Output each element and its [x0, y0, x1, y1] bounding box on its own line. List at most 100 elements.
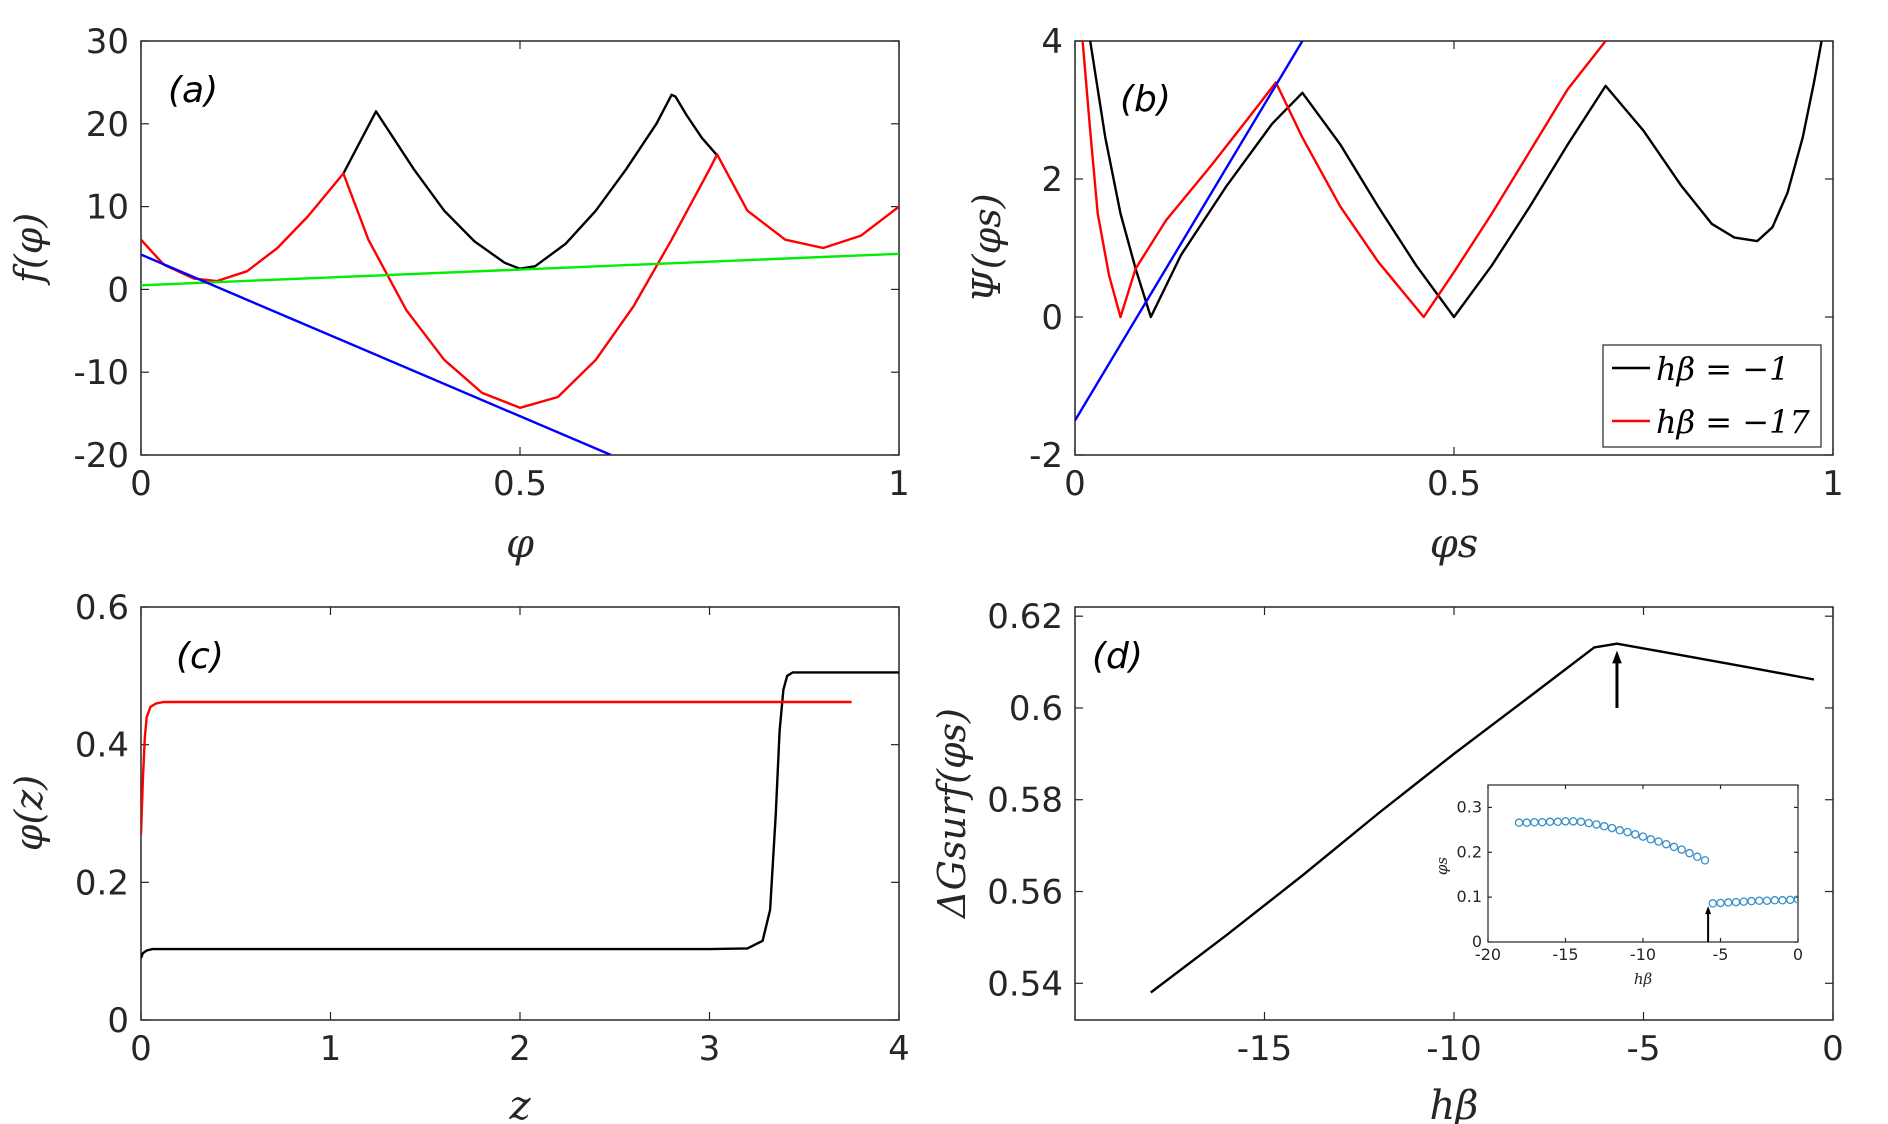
scatter-point: [1662, 839, 1671, 849]
y-tick-label: 0.62: [987, 597, 1063, 637]
annotation-arrow-head: [1705, 906, 1712, 915]
scatter-point: [1685, 848, 1694, 858]
y-tick-label: -10: [73, 353, 129, 393]
inset-xlabel: hβ: [1634, 970, 1653, 988]
y-tick-label: -20: [73, 436, 129, 476]
y-tick-label: 0.6: [75, 588, 129, 628]
scatter-point: [1693, 852, 1702, 862]
y-tick-label: 0: [1041, 298, 1063, 338]
panel-c-axes: [140, 606, 900, 1021]
series-line-black: [342, 93, 719, 270]
y-tick-label: 30: [86, 22, 129, 62]
y-tick-label: 0.54: [987, 964, 1063, 1004]
inset-ylabel: φs: [1433, 857, 1451, 876]
x-tick-label: 1: [888, 464, 910, 504]
x-tick-label: 0.5: [1427, 464, 1481, 504]
panel-a-label: (a): [168, 70, 218, 111]
x-tick-label: 1: [320, 1029, 342, 1069]
panel-d-label: (d): [1092, 636, 1143, 677]
x-tick-label: 1: [1822, 464, 1844, 504]
y-tick-label: 0.1: [1457, 887, 1482, 906]
scatter-point: [1677, 845, 1687, 854]
series-line-h17: [1081, 41, 1607, 319]
scatter-point: [1623, 827, 1632, 837]
panel-d-inset: -20 -15 -10 -5 0 0 0.1 0.2 0.3 hβ φs: [1433, 784, 1803, 988]
panel-a-xlabel: φ: [506, 521, 534, 567]
series-line-black: [1150, 642, 1815, 994]
y-tick-label: 10: [86, 188, 129, 228]
y-tick-label: 0.56: [987, 873, 1063, 913]
y-tick-label: 0.3: [1457, 797, 1482, 816]
series-line-blue: [141, 253, 612, 455]
panel-d: -15 -10 -5 0 0.54 0.56 0.58 0.6 0.62 (d) hβ ΔGsu…: [930, 597, 1844, 1124]
panel-c: 0 1 2 3 4 0 0.2 0.4 0.6 (c) z φ(z): [7, 588, 910, 1124]
scatter-point: [1576, 817, 1586, 827]
y-tick-label: 0.4: [75, 726, 129, 766]
y-tick-label: 4: [1041, 22, 1063, 62]
series-line-red: [141, 700, 852, 835]
x-tick-label: -5: [1713, 945, 1729, 964]
x-tick-label: 2: [509, 1029, 531, 1069]
panel-a-ylabel: f(φ): [7, 213, 51, 286]
scatter-point: [1600, 822, 1609, 831]
x-tick-label: -20: [1475, 945, 1501, 964]
scatter-point: [1631, 830, 1640, 839]
series-line-black: [141, 671, 899, 959]
scatter-point: [1592, 820, 1601, 829]
panel-c-xlabel: z: [508, 1083, 531, 1124]
x-tick-label: 0: [130, 1029, 152, 1069]
x-tick-label: 0.5: [493, 464, 547, 504]
y-tick-label: 0.6: [1009, 689, 1063, 729]
panel-b-xlabel: φs: [1430, 521, 1479, 567]
legend-box: [1602, 344, 1822, 448]
scatter-point: [1793, 895, 1798, 904]
y-tick-label: 0.58: [987, 781, 1063, 821]
x-tick-label: 0: [1064, 464, 1086, 504]
scatter-point: [1584, 818, 1594, 828]
x-tick-label: 4: [888, 1029, 910, 1069]
annotation-arrow-head: [1612, 650, 1622, 664]
scatter-point: [1669, 842, 1679, 852]
x-tick-label: -15: [1237, 1029, 1293, 1069]
scatter-point: [1638, 832, 1648, 841]
panel-a-axes: [140, 40, 900, 456]
panel-c-ylabel: φ(z): [7, 775, 51, 851]
x-tick-label: -5: [1627, 1029, 1661, 1069]
series-line-h1: [1089, 41, 1823, 319]
inset-axes: [1487, 784, 1799, 943]
scatter-point: [1646, 835, 1656, 844]
y-tick-label: 0: [107, 1001, 129, 1041]
y-tick-label: 0: [1472, 932, 1482, 951]
y-tick-label: 2: [1041, 160, 1063, 200]
scatter-point: [1607, 823, 1617, 833]
y-tick-label: 0.2: [75, 863, 129, 903]
scatter-point: [1700, 856, 1710, 865]
panel-b-ylabel: Ψ(φs): [965, 193, 1009, 302]
legend-entry-h-1: hβ = −1: [1656, 350, 1789, 388]
series-line-green: [141, 252, 899, 287]
scatter-point: [1654, 837, 1663, 846]
y-tick-label: 0: [107, 270, 129, 310]
x-tick-label: -15: [1552, 945, 1578, 964]
x-tick-label: -10: [1426, 1029, 1482, 1069]
panel-d-xlabel: hβ: [1430, 1083, 1479, 1124]
panel-b-legend: hβ = −1 hβ = −17: [1602, 344, 1822, 448]
y-tick-label: -2: [1029, 436, 1063, 476]
x-tick-label: 3: [699, 1029, 721, 1069]
legend-entry-h-17: hβ = −17: [1656, 403, 1810, 441]
scatter-point: [1615, 826, 1625, 835]
y-tick-label: 20: [86, 105, 129, 145]
x-tick-label: -10: [1630, 945, 1656, 964]
panel-d-ylabel: ΔGsurf(φs): [930, 708, 974, 920]
series-line-red: [141, 153, 899, 409]
x-tick-label: 0: [130, 464, 152, 504]
panel-c-label: (c): [176, 636, 224, 677]
series-line-tangent: [1075, 41, 1304, 422]
panel-b-label: (b): [1120, 79, 1171, 120]
x-tick-label: 0: [1822, 1029, 1844, 1069]
panel-a: 0 0.5 1 -20 -10 0 10 20 30 (a) φ f(φ): [7, 22, 910, 567]
y-tick-label: 0.2: [1457, 842, 1482, 861]
x-tick-label: 0: [1793, 945, 1803, 964]
